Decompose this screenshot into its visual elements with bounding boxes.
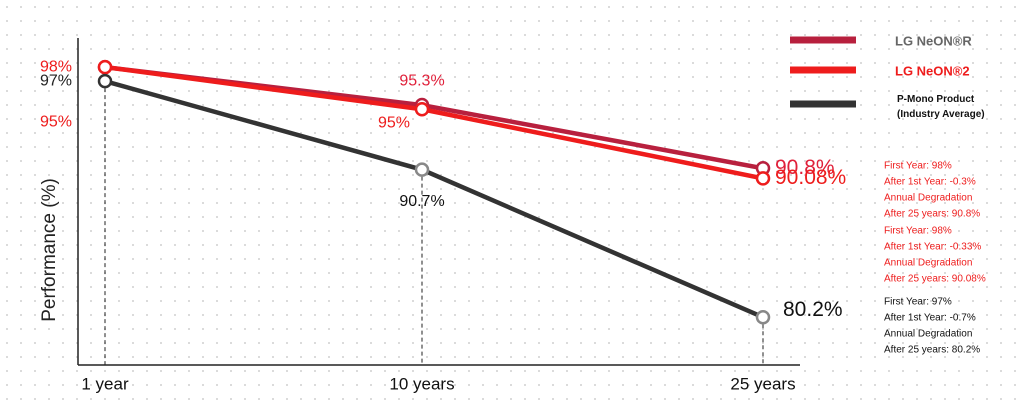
- value-label: 90.7%: [399, 193, 444, 210]
- annotation: First Year: 97%: [884, 297, 952, 308]
- point: [414, 162, 430, 177]
- legend-label: P-Mono Product (Industry Average): [897, 94, 985, 120]
- point: [755, 171, 771, 186]
- point: [414, 102, 430, 117]
- annotation: Annual Degradation: [884, 258, 972, 269]
- point: [755, 309, 771, 325]
- annotation: First Year: 98%: [884, 161, 952, 172]
- y-tick-label: 97%: [40, 72, 72, 89]
- x-tick-label: 25 years: [730, 374, 795, 393]
- annotation: After 1st Year: -0.33%: [884, 242, 981, 253]
- annotation: After 25 years: 90.08%: [884, 274, 986, 285]
- legend-label: LG NeON®R: [895, 33, 972, 48]
- value-label: 90.08%: [775, 166, 846, 189]
- value-label: 90.8%: [775, 156, 835, 179]
- legend-label: LG NeON®2: [895, 63, 970, 78]
- y-tick-label: 98%: [40, 58, 72, 75]
- annotation: Annual Degradation: [884, 329, 972, 340]
- value-label: 80.2%: [783, 298, 843, 321]
- y-tick-label: 95%: [40, 113, 72, 130]
- value-label: 95.3%: [399, 72, 444, 89]
- point: [97, 73, 113, 89]
- y-axis-label: Performance (%): [39, 178, 60, 322]
- annotation: After 1st Year: -0.3%: [884, 177, 976, 188]
- annotation: After 25 years: 90.8%: [884, 209, 980, 220]
- annotation: After 25 years: 80.2%: [884, 345, 980, 356]
- x-tick-label: 1 year: [81, 374, 129, 393]
- value-label: 95%: [378, 114, 410, 131]
- legend-label-box: P-Mono Product (Industry Average): [897, 94, 985, 120]
- annotation: Annual Degradation: [884, 193, 972, 204]
- annotation: First Year: 98%: [884, 226, 952, 237]
- x-tick-label: 10 years: [389, 374, 454, 393]
- point: [97, 59, 113, 75]
- annotation: After 1st Year: -0.7%: [884, 313, 976, 324]
